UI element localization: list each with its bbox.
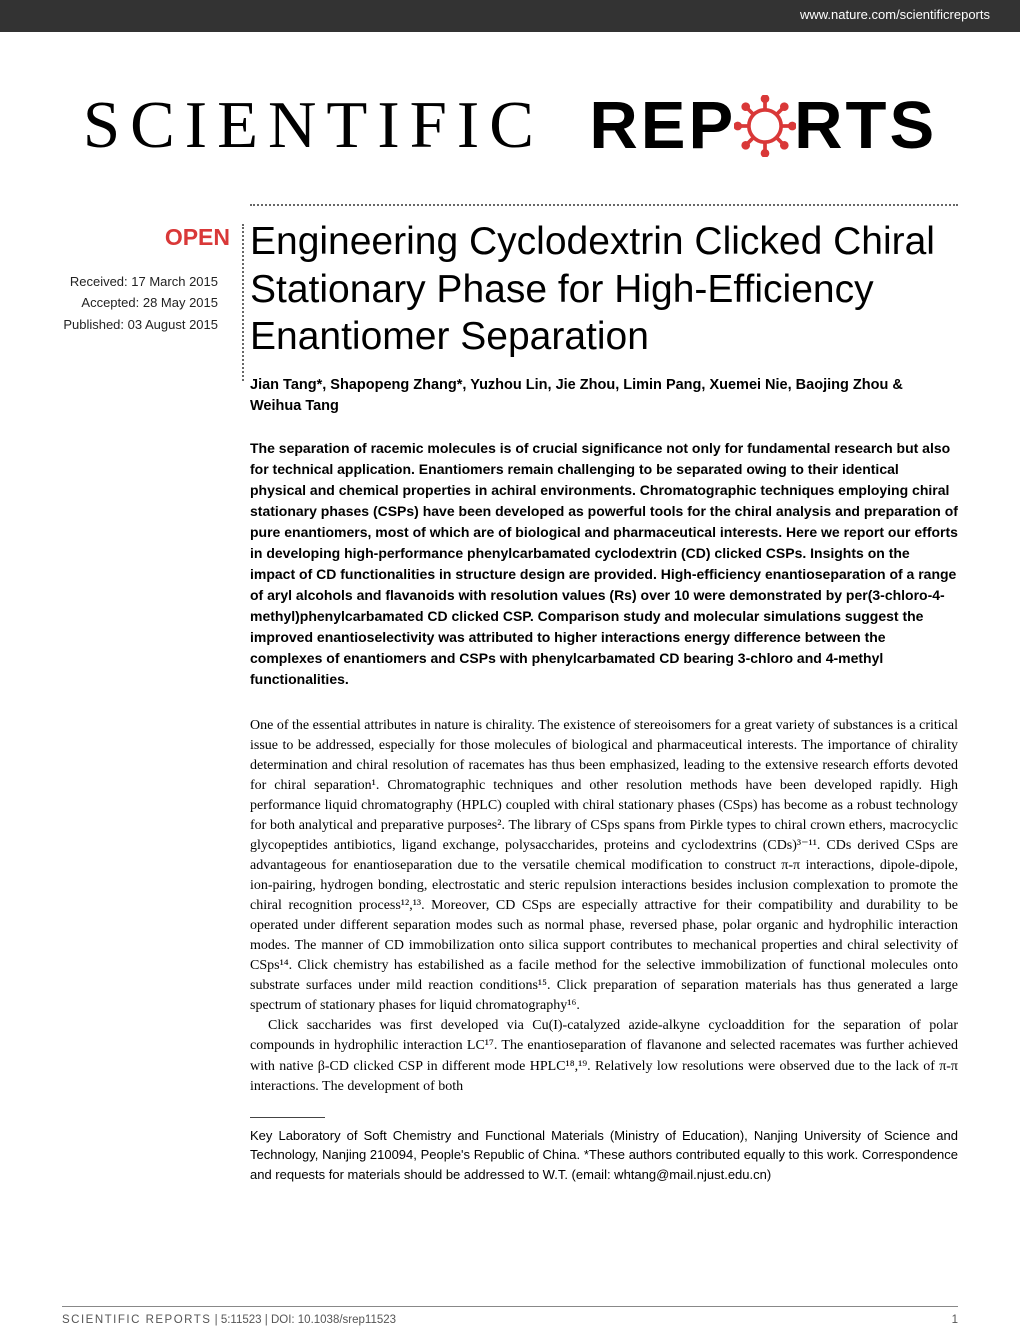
- logo-text-rts: RTS: [794, 87, 937, 164]
- received-date: Received: 17 March 2015: [0, 271, 218, 292]
- affiliation-text: Key Laboratory of Soft Chemistry and Fun…: [250, 1126, 958, 1185]
- left-sidebar: OPEN Received: 17 March 2015 Accepted: 2…: [0, 218, 250, 1184]
- footer-citation: | 5:11523 | DOI: 10.1038/srep11523: [211, 1314, 396, 1326]
- title-separator: [250, 204, 958, 206]
- article-title: Engineering Cyclodextrin Clicked Chiral …: [250, 218, 958, 361]
- body-text: One of the essential attributes in natur…: [250, 716, 958, 1096]
- published-date: Published: 03 August 2015: [0, 314, 218, 335]
- page-footer: SCIENTIFIC REPORTS | 5:11523 | DOI: 10.1…: [62, 1306, 958, 1326]
- footer-journal-name: SCIENTIFIC REPORTS: [62, 1314, 211, 1326]
- gear-icon: [734, 95, 796, 157]
- journal-logo: SCIENTIFIC REP: [30, 87, 990, 164]
- accepted-date: Accepted: 28 May 2015: [0, 292, 218, 313]
- content-area: OPEN Received: 17 March 2015 Accepted: 2…: [0, 218, 1020, 1184]
- main-column: Engineering Cyclodextrin Clicked Chiral …: [250, 218, 958, 1184]
- author-list: Jian Tang*, Shapopeng Zhang*, Yuzhou Lin…: [250, 375, 958, 419]
- logo-text-rep: REP: [589, 87, 736, 164]
- affiliation-separator: [250, 1117, 325, 1118]
- header-bar: www.nature.com/scientificreports: [0, 0, 1020, 32]
- page-number: 1: [952, 1314, 958, 1326]
- website-url[interactable]: www.nature.com/scientificreports: [800, 7, 990, 22]
- logo-text-scientific: SCIENTIFIC: [83, 87, 544, 164]
- body-paragraph-2: Click saccharides was first developed vi…: [250, 1016, 958, 1096]
- article-dates: Received: 17 March 2015 Accepted: 28 May…: [0, 271, 232, 335]
- body-paragraph-1: One of the essential attributes in natur…: [250, 716, 958, 1016]
- abstract: The separation of racemic molecules is o…: [250, 438, 958, 690]
